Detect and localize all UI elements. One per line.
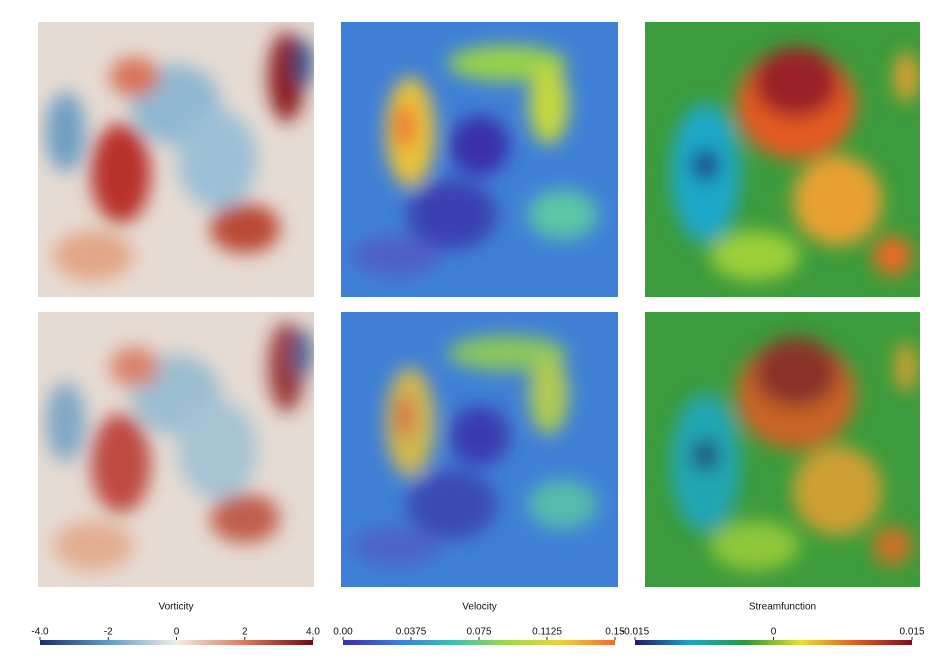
field-blob bbox=[292, 38, 313, 89]
field-blob bbox=[710, 520, 800, 571]
field-pattern bbox=[45, 32, 313, 281]
field-panel bbox=[645, 312, 920, 587]
field-blob bbox=[45, 382, 86, 462]
field-pattern bbox=[670, 337, 919, 571]
colorbar-tick-label: 0.015 bbox=[899, 627, 924, 638]
colorbar-tick-label: 0 bbox=[771, 627, 777, 638]
field-blob bbox=[406, 469, 497, 540]
field-blob bbox=[90, 413, 151, 514]
field-blob bbox=[691, 149, 720, 181]
field-blob bbox=[449, 115, 510, 176]
panel-label: Streamfunction bbox=[749, 602, 816, 613]
field-blob bbox=[109, 347, 160, 387]
field-blob bbox=[754, 47, 839, 118]
colorbar bbox=[635, 640, 912, 645]
field-blob bbox=[394, 394, 415, 439]
colorbar-tick-label: 0.0375 bbox=[396, 627, 427, 638]
field-blob bbox=[792, 155, 883, 246]
colorbar bbox=[343, 640, 615, 645]
colorbar-tick-label: -0.015 bbox=[621, 627, 650, 638]
field-blob bbox=[527, 479, 598, 530]
field-blob bbox=[754, 337, 839, 408]
field-blob bbox=[792, 445, 883, 536]
field-blob bbox=[109, 57, 160, 97]
colorbar-tick-label: 2 bbox=[242, 627, 248, 638]
field-blob bbox=[394, 104, 415, 149]
field-pattern bbox=[45, 322, 313, 571]
field-blob bbox=[53, 520, 134, 571]
field-blob bbox=[351, 235, 442, 276]
field-blob bbox=[177, 399, 258, 500]
field-panel bbox=[341, 22, 618, 297]
colorbar-tick-label: -4.0 bbox=[31, 627, 49, 638]
field-blob bbox=[210, 203, 280, 254]
colorbar-tick-label: 0.00 bbox=[333, 627, 353, 638]
field-blob bbox=[351, 525, 442, 566]
field-blob bbox=[449, 405, 510, 466]
field-blob bbox=[53, 230, 134, 281]
field-blob bbox=[90, 123, 151, 224]
field-blob bbox=[710, 230, 800, 281]
field-pattern bbox=[351, 335, 598, 566]
colorbar-tick-label: 4.0 bbox=[306, 627, 320, 638]
field-blob bbox=[45, 92, 86, 172]
field-blob bbox=[691, 439, 720, 471]
field-blob bbox=[894, 52, 919, 102]
panel-label: Velocity bbox=[462, 602, 496, 613]
field-blob bbox=[894, 342, 919, 392]
field-panel bbox=[38, 312, 314, 587]
colorbar-tick-label: 0.1125 bbox=[532, 627, 562, 638]
field-blob bbox=[872, 235, 913, 276]
field-blob bbox=[406, 179, 497, 250]
field-pattern bbox=[351, 45, 598, 276]
field-blob bbox=[292, 328, 313, 379]
field-blob bbox=[528, 354, 569, 435]
panel-label: Vorticity bbox=[158, 602, 193, 613]
colorbar-tick-label: 0.075 bbox=[466, 627, 491, 638]
field-blob bbox=[527, 189, 598, 240]
colorbar-tick-label: 0 bbox=[174, 627, 180, 638]
field-blob bbox=[177, 109, 258, 210]
colorbar-tick-label: 0.15 bbox=[605, 627, 625, 638]
field-panel bbox=[38, 22, 314, 297]
field-blob bbox=[528, 64, 569, 145]
field-panel bbox=[341, 312, 618, 587]
colorbar-tick-label: -2 bbox=[104, 627, 113, 638]
field-blob bbox=[872, 525, 913, 566]
field-panel bbox=[645, 22, 920, 297]
colorbar bbox=[40, 640, 313, 645]
field-pattern bbox=[670, 47, 919, 281]
field-blob bbox=[210, 493, 280, 544]
